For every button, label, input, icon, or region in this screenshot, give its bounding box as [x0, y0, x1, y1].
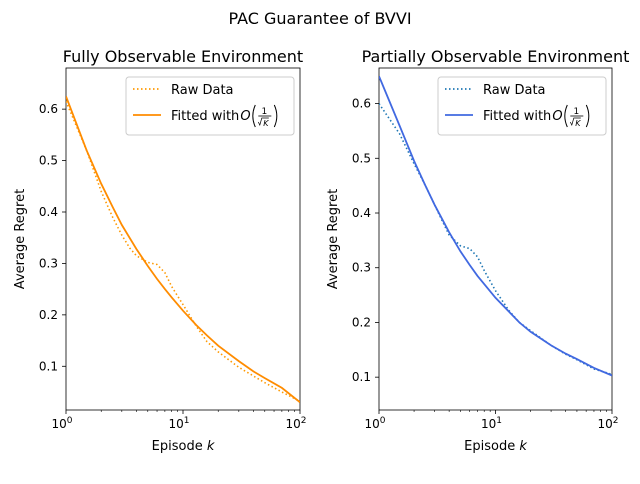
- legend-sqrt-sign: [257, 117, 269, 126]
- y-tick-label: 0.2: [39, 308, 58, 322]
- x-tick-label: 100: [51, 416, 72, 431]
- legend: Raw Data Fitted with O 1 K: [125, 76, 295, 136]
- x-axis-label: Episode k: [152, 439, 215, 454]
- legend-math-o: O: [240, 109, 250, 124]
- figure-suptitle: PAC Guarantee of BVVI: [228, 9, 411, 28]
- x-tick-label: 102: [285, 416, 306, 431]
- y-axis-label: Average Regret: [326, 189, 341, 289]
- x-tick-label: 102: [597, 416, 618, 431]
- chart-title: Partially Observable Environment: [362, 47, 630, 66]
- chart-panel-left: Fully Observable Environment 100 101 102 0.1…: [13, 47, 307, 454]
- legend-paren-right: [585, 104, 590, 128]
- legend-paren-left: [252, 104, 256, 128]
- y-tick-label: 0.5: [39, 154, 58, 168]
- x-tick-label: 101: [481, 416, 502, 431]
- series-line-fitted: [379, 75, 612, 377]
- legend-label-raw-data: Raw Data: [171, 83, 234, 98]
- y-tick-label: 0.2: [352, 315, 371, 329]
- y-tick-label: 0.3: [39, 256, 58, 270]
- legend-sqrt-sign: [569, 117, 581, 126]
- legend-frame: [437, 76, 607, 136]
- y-tick-label: 0.5: [352, 151, 371, 165]
- legend-frac-num: 1: [261, 107, 267, 117]
- chart-title: Fully Observable Environment: [63, 47, 303, 66]
- legend-label-fitted: Fitted with: [171, 109, 239, 124]
- x-axis-label: Episode k: [464, 439, 527, 454]
- x-tick-label: 101: [168, 416, 189, 431]
- series-line-raw-data: [66, 101, 300, 403]
- legend-frac-den: K: [575, 119, 581, 128]
- legend-frac-num: 1: [573, 107, 579, 117]
- y-axis-label: Average Regret: [13, 189, 28, 289]
- legend-math-o: O: [552, 109, 562, 124]
- legend-paren-left: [564, 104, 568, 128]
- legend-label-fitted: Fitted with: [483, 109, 551, 124]
- y-tick-label: 0.1: [352, 370, 371, 384]
- x-tick-label: 100: [364, 416, 385, 431]
- y-tick-label: 0.1: [39, 359, 58, 373]
- legend-paren-right: [273, 104, 278, 128]
- y-tick-label: 0.6: [39, 102, 58, 116]
- y-tick-label: 0.4: [39, 205, 58, 219]
- legend-frame: [125, 76, 295, 136]
- series-line-raw-data: [379, 103, 612, 376]
- legend-label-raw-data: Raw Data: [483, 83, 546, 98]
- legend: Raw Data Fitted with O 1 K: [437, 76, 607, 136]
- y-tick-label: 0.6: [352, 97, 371, 111]
- y-tick-label: 0.4: [352, 206, 371, 220]
- series-line-fitted: [66, 95, 300, 404]
- legend-frac-den: K: [263, 119, 269, 128]
- y-tick-label: 0.3: [352, 261, 371, 275]
